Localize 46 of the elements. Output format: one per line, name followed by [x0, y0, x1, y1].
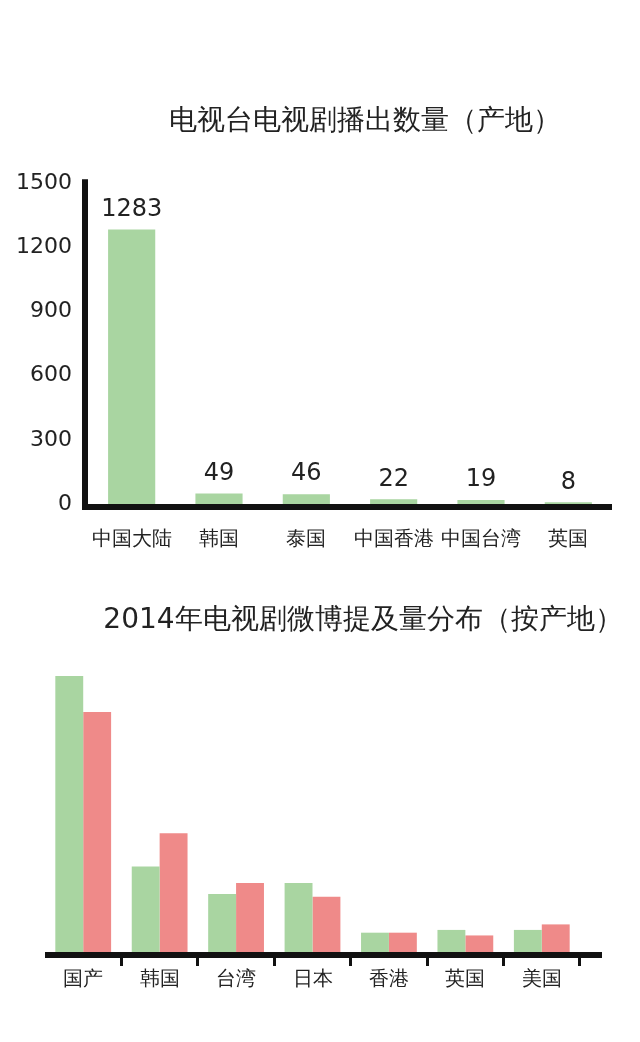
x-tick-label: 韩国 [199, 526, 239, 551]
bar [513, 929, 542, 952]
bar [541, 924, 570, 952]
bar [131, 866, 160, 952]
bar [465, 935, 494, 952]
bar [361, 932, 389, 952]
data-label: 22 [378, 463, 409, 492]
x-tick-label: 国产 [63, 966, 104, 991]
bar [370, 499, 418, 504]
y-tick-label: 1200 [16, 233, 72, 259]
x-tick-label: 中国香港 [353, 526, 434, 551]
x-tick-label: 中国台湾 [441, 526, 521, 551]
chart-title: 电视台电视剧播出数量（产地） [168, 103, 562, 137]
x-tick-label: 香港 [368, 966, 409, 991]
bar [437, 929, 466, 952]
data-label: 46 [291, 458, 322, 487]
x-tick-label: 英国 [445, 966, 486, 991]
y-tick-label: 300 [30, 425, 72, 451]
bar [159, 833, 188, 952]
bar [388, 932, 417, 952]
x-tick-label: 台湾 [216, 966, 257, 991]
bar [457, 499, 505, 504]
x-tick-label: 韩国 [139, 966, 180, 991]
data-label: 49 [203, 457, 235, 486]
bar [208, 894, 237, 952]
bar [195, 493, 243, 504]
data-label: 1283 [101, 193, 163, 222]
chart-title: 2014年电视剧微博提及量分布（按产地） [102, 602, 624, 636]
x-tick-label: 中国大陆 [91, 526, 172, 551]
data-label: 8 [560, 466, 576, 495]
bar [282, 494, 330, 504]
bar [284, 883, 313, 952]
y-tick-label: 900 [30, 297, 72, 323]
x-tick-label: 日本 [292, 966, 333, 991]
x-tick-label: 英国 [548, 526, 589, 551]
y-tick-label: 0 [58, 489, 72, 515]
data-label: 19 [465, 464, 497, 493]
y-tick-label: 600 [30, 361, 72, 387]
bar [236, 883, 264, 952]
bar [108, 229, 156, 504]
bar [83, 711, 112, 952]
bar [55, 676, 84, 952]
bar [312, 896, 341, 952]
x-tick-label: 美国 [521, 966, 562, 991]
y-tick-label: 1500 [16, 168, 72, 194]
x-tick-label: 泰国 [286, 526, 327, 551]
